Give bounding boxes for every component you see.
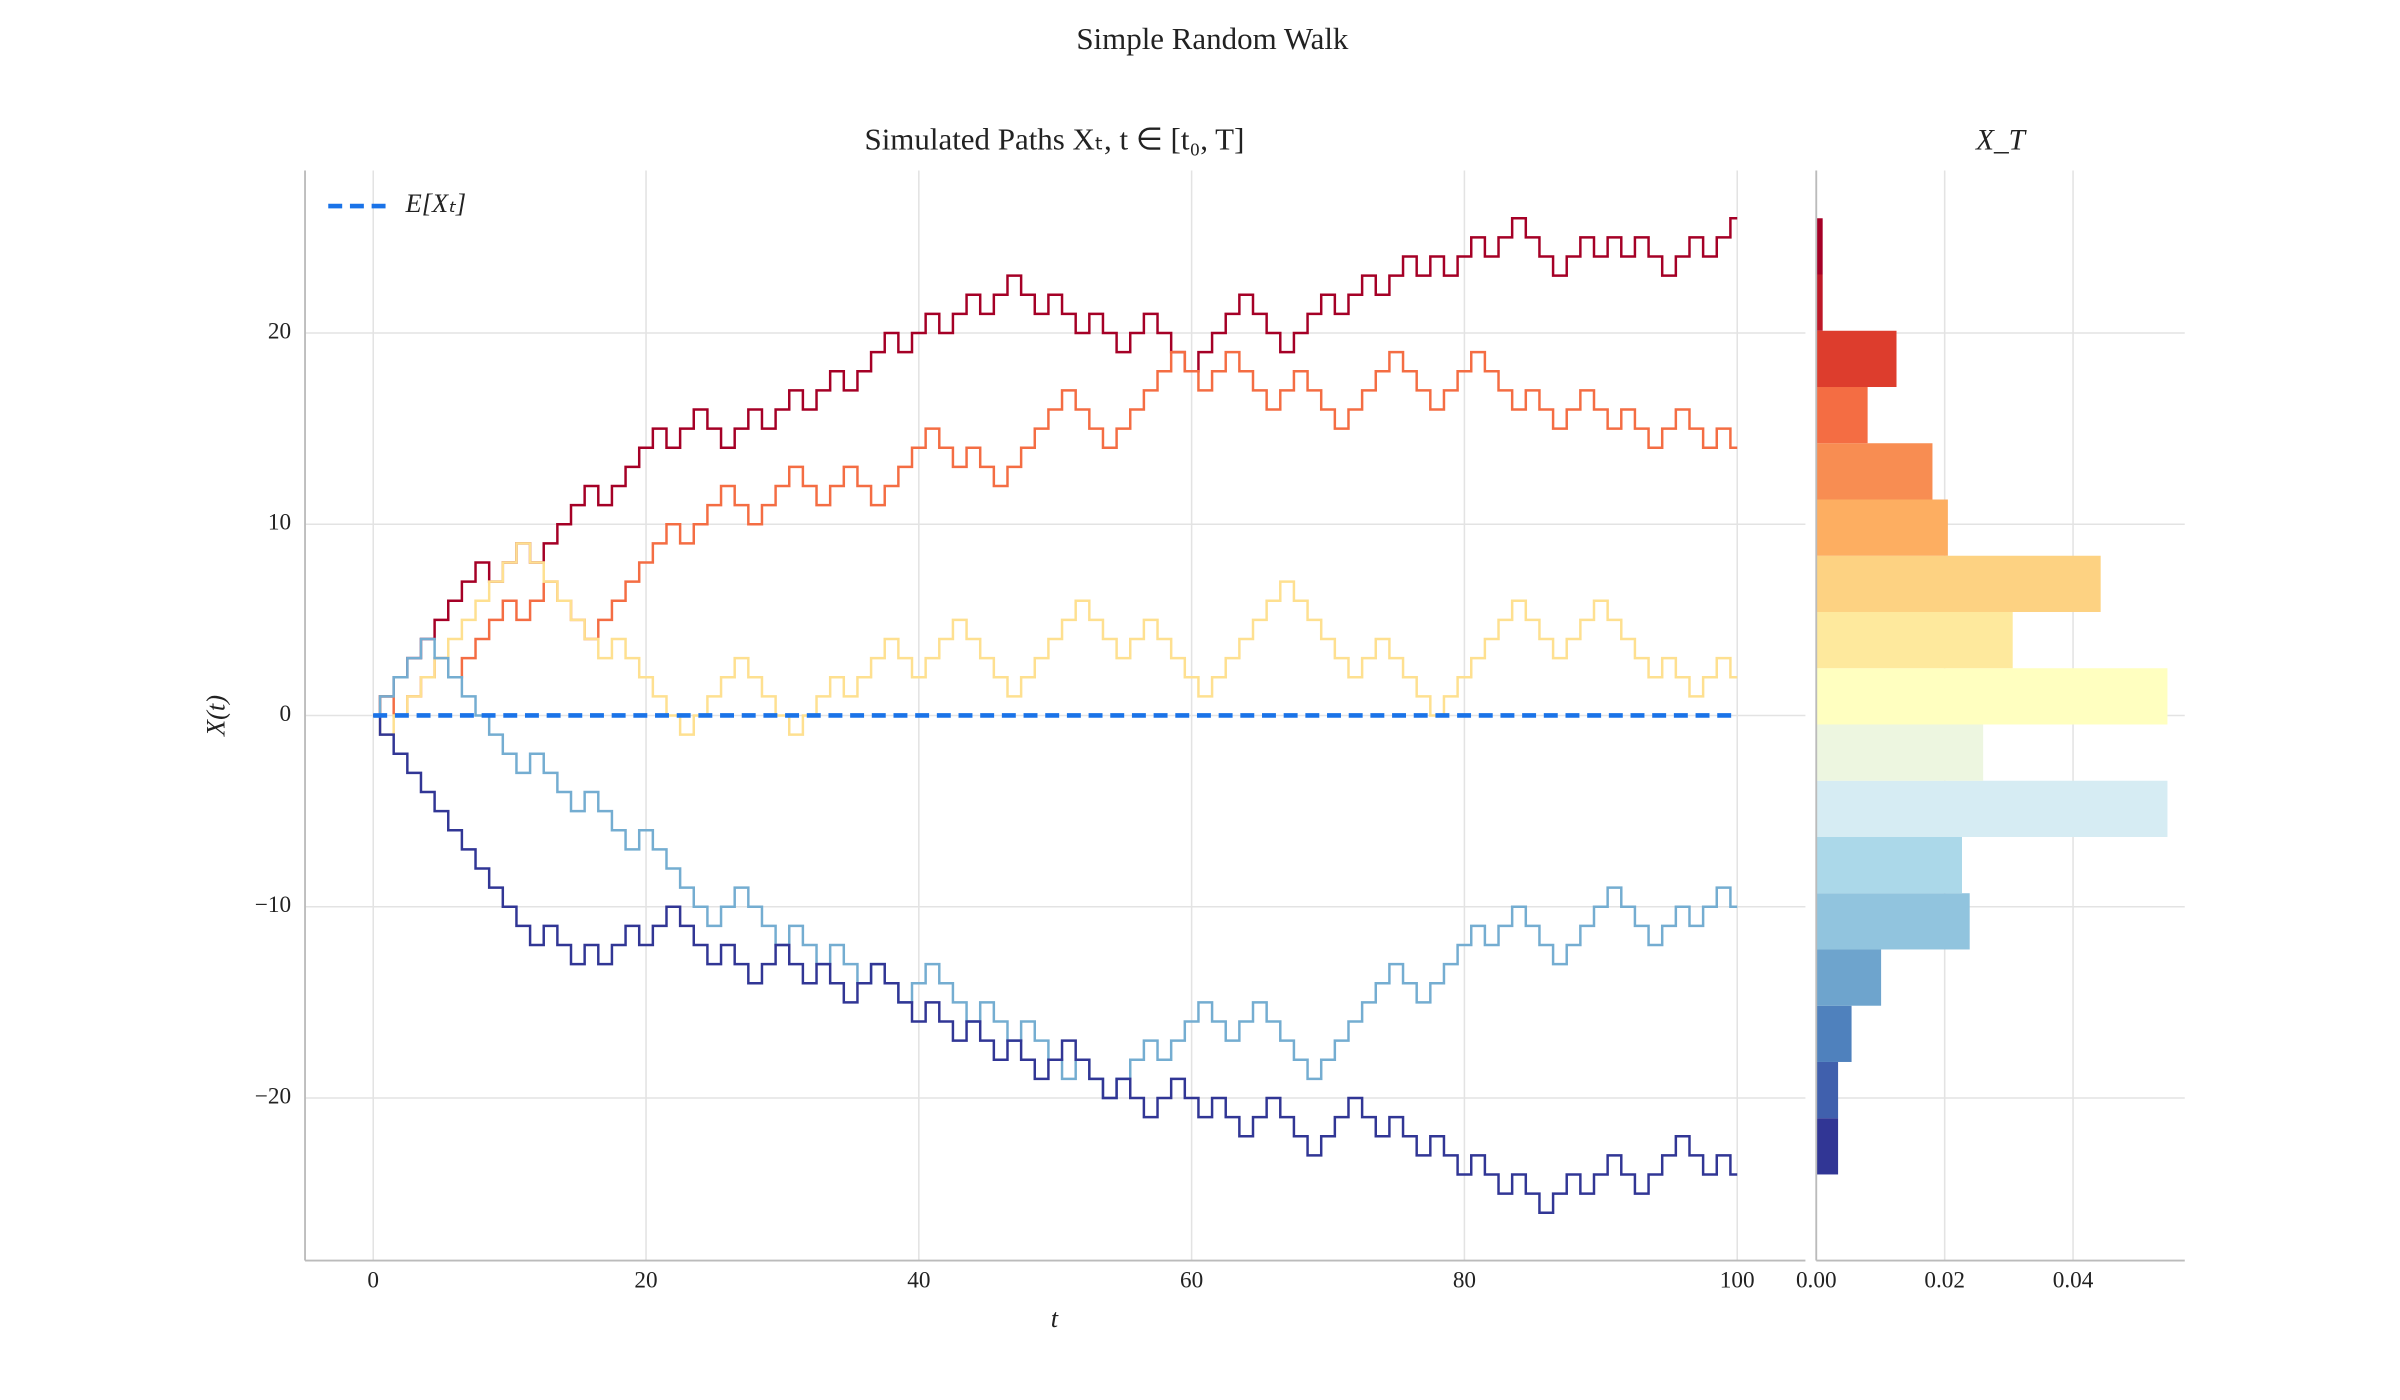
x-tick-label: 0 bbox=[367, 1268, 379, 1294]
x-tick-label: 40 bbox=[907, 1268, 930, 1294]
histogram-bar bbox=[1816, 1005, 1852, 1062]
x-tick-label: 0.04 bbox=[2053, 1268, 2094, 1294]
x-tick-label: 0.00 bbox=[1796, 1268, 1837, 1294]
y-tick-label: −10 bbox=[255, 892, 291, 918]
path-line bbox=[373, 350, 1738, 717]
x-tick-label: 0.02 bbox=[1924, 1268, 1965, 1294]
histogram-bar bbox=[1816, 893, 1970, 950]
x-tick-label: 100 bbox=[1720, 1268, 1755, 1294]
histogram-bar bbox=[1816, 218, 1823, 275]
histogram-bar bbox=[1816, 499, 1948, 556]
chart-title: X_T bbox=[1975, 124, 2028, 156]
figure-title: Simple Random Walk bbox=[1076, 21, 1349, 56]
chart-title: Simulated Paths Xₜ, t ∈ [t₀, T] bbox=[864, 122, 1244, 157]
histogram-bar bbox=[1816, 780, 2168, 837]
plot-area bbox=[373, 217, 2168, 1214]
histogram-bar bbox=[1816, 668, 2168, 725]
path-line bbox=[373, 542, 1738, 736]
path-line bbox=[373, 714, 1738, 1214]
histogram-bar bbox=[1816, 330, 1897, 388]
y-tick-label: 10 bbox=[268, 510, 291, 536]
x-tick-label: 60 bbox=[1180, 1268, 1203, 1294]
histogram-bar bbox=[1816, 949, 1882, 1006]
histogram-bar bbox=[1816, 555, 2101, 612]
path-line bbox=[373, 217, 1738, 717]
histogram-bar bbox=[1816, 724, 1984, 781]
histogram-bar bbox=[1816, 1061, 1839, 1119]
histogram-bar bbox=[1816, 1118, 1839, 1175]
histogram-bar bbox=[1816, 387, 1868, 444]
histogram-bar bbox=[1816, 836, 1962, 894]
legend-label: E[Xₜ] bbox=[405, 189, 466, 218]
y-axis-label: X(t) bbox=[201, 695, 230, 737]
x-tick-label: 80 bbox=[1453, 1268, 1476, 1294]
y-tick-label: −20 bbox=[255, 1083, 291, 1109]
y-tick-label: 20 bbox=[268, 318, 291, 344]
x-axis-label: t bbox=[1051, 1304, 1059, 1333]
histogram-bar bbox=[1816, 443, 1933, 500]
y-tick-label: 0 bbox=[279, 701, 291, 727]
x-tick-label: 20 bbox=[634, 1268, 657, 1294]
histogram-bar bbox=[1816, 274, 1823, 331]
histogram-bar bbox=[1816, 611, 2013, 669]
axes: −20 −10 0 10 20 0 20 40 60 80 100 E[Xₜ] 0.00 0.02 0.04 bbox=[255, 170, 2185, 1294]
